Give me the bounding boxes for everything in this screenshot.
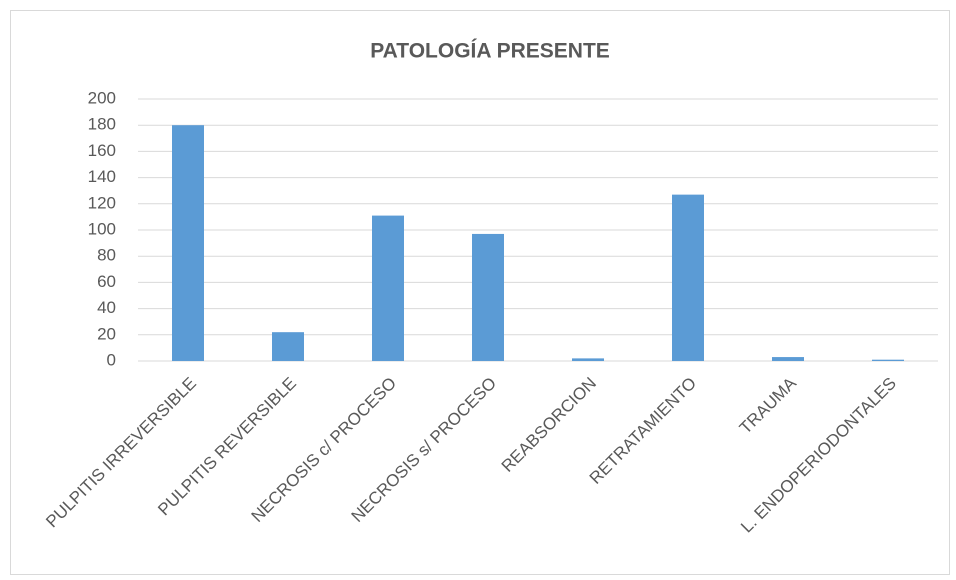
- y-tick-label: 140: [88, 167, 116, 186]
- y-tick-label: 60: [97, 272, 116, 291]
- y-tick-label: 100: [88, 219, 116, 238]
- chart-title: PATOLOGÍA PRESENTE: [370, 40, 610, 63]
- bar: [472, 233, 504, 361]
- bar: [872, 359, 904, 361]
- bar: [272, 332, 304, 361]
- bar: [672, 194, 704, 361]
- y-tick-label: 20: [97, 324, 116, 343]
- y-tick-label: 160: [88, 141, 116, 160]
- bar: [772, 357, 804, 361]
- bar: [372, 215, 404, 361]
- y-tick-label: 180: [88, 115, 116, 134]
- y-tick-label: 200: [88, 88, 116, 107]
- y-tick-label: 80: [97, 246, 116, 265]
- y-tick-label: 120: [88, 193, 116, 212]
- y-tick-label: 40: [97, 298, 116, 317]
- y-tick-label: 0: [107, 350, 116, 369]
- bar: [172, 125, 204, 361]
- bar: [572, 358, 604, 361]
